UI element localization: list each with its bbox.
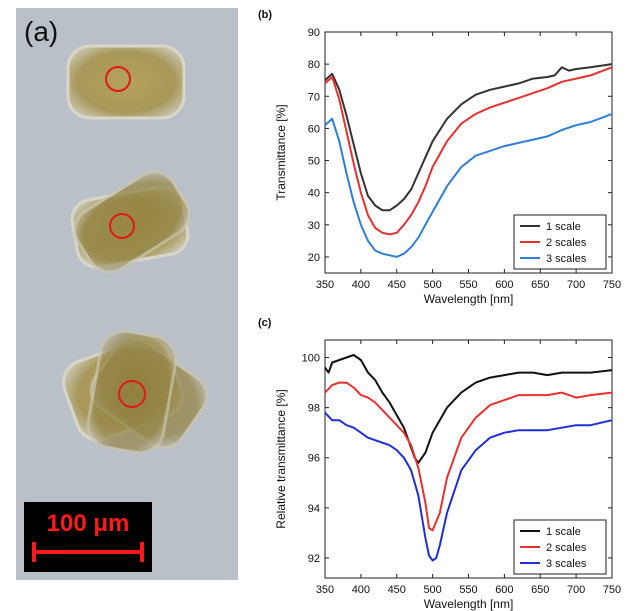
series-line-b-2: [324, 66, 613, 236]
micrograph-image: [61, 44, 209, 455]
y-tick-label-b: 40: [308, 188, 320, 200]
y-axis-label-b: Transmittance [%]: [274, 104, 288, 200]
scale-single: [66, 44, 186, 120]
y-tick-label-c: 98: [308, 403, 320, 415]
y-tick-label-c: 96: [308, 453, 320, 465]
y-tick-label-b: 30: [308, 220, 320, 232]
x-tick-label-b: 750: [603, 279, 621, 291]
x-tick-label-b: 700: [567, 279, 585, 291]
y-tick-label-b: 50: [308, 156, 320, 168]
x-tick-label-c: 600: [495, 584, 513, 596]
scale-bar: 100 μm: [24, 502, 152, 572]
x-tick-label-c: 550: [459, 584, 477, 596]
panel-a-label: (a): [24, 16, 59, 47]
series-line-b-1: [324, 63, 613, 212]
x-tick-label-b: 550: [459, 279, 477, 291]
legend-label-c-3: 3 scales: [546, 558, 587, 570]
x-tick-label-b: 350: [316, 279, 334, 291]
series-line-c-3: [324, 412, 613, 562]
chart-relative-transmittance: (c) 350 400 450 500 550 600 650 700 750 92 94 96 98 10…: [258, 317, 621, 611]
measurement-circle-2: [109, 213, 135, 239]
x-tick-label-c: 500: [423, 584, 441, 596]
x-axis-label-b: Wavelength [nm]: [424, 292, 514, 306]
legend-label-c-2: 2 scales: [546, 542, 587, 554]
y-tick-label-b: 60: [308, 123, 320, 135]
y-tick-label-b: 90: [308, 27, 320, 39]
measurement-circle-1: [105, 66, 131, 92]
legend-label-c-1: 1 scale: [546, 526, 581, 538]
legend-label-b-1: 1 scale: [546, 221, 581, 233]
y-tick-label-c: 100: [302, 353, 320, 365]
x-tick-label-b: 500: [423, 279, 441, 291]
x-tick-label-b: 650: [531, 279, 549, 291]
charts-container: (b) 350 400 450 500 550 600 650 700 750 20 30 40 50 60…: [258, 9, 621, 611]
x-axis-label-c: Wavelength [nm]: [424, 597, 514, 611]
series-line-c-1: [324, 354, 613, 464]
measurement-circle-3: [118, 380, 146, 408]
micrograph-panel: (a) 100 μm: [16, 8, 238, 580]
x-tick-label-b: 400: [352, 279, 370, 291]
scale-bar-label: 100 μm: [46, 510, 130, 537]
y-tick-label-b: 80: [308, 59, 320, 71]
panel-label-b: (b): [258, 9, 272, 21]
chart-transmittance: (b) 350 400 450 500 550 600 650 700 750 20 30 40 50 60…: [258, 9, 621, 306]
x-tick-label-c: 700: [567, 584, 585, 596]
legend-label-b-2: 2 scales: [546, 237, 587, 249]
x-tick-label-c: 750: [603, 584, 621, 596]
y-tick-label-b: 70: [308, 91, 320, 103]
y-axis-label-c: Relative transmittance [%]: [274, 389, 288, 528]
x-tick-label-c: 400: [352, 584, 370, 596]
x-tick-label-c: 450: [388, 584, 406, 596]
legend-label-b-3: 3 scales: [546, 253, 587, 265]
y-tick-label-c: 94: [308, 503, 320, 515]
x-tick-label-b: 600: [495, 279, 513, 291]
x-tick-label-b: 450: [388, 279, 406, 291]
x-tick-label-c: 350: [316, 584, 334, 596]
scale-triplet: [61, 329, 209, 455]
scale-bar-line: [32, 542, 144, 562]
panel-label-c: (c): [258, 317, 272, 329]
series-line-b-3: [324, 112, 613, 258]
series-line-c-2: [324, 381, 613, 532]
y-tick-label-b: 20: [308, 252, 320, 264]
x-tick-label-c: 650: [531, 584, 549, 596]
scale-pair: [70, 170, 191, 274]
y-tick-label-c: 92: [308, 553, 320, 565]
